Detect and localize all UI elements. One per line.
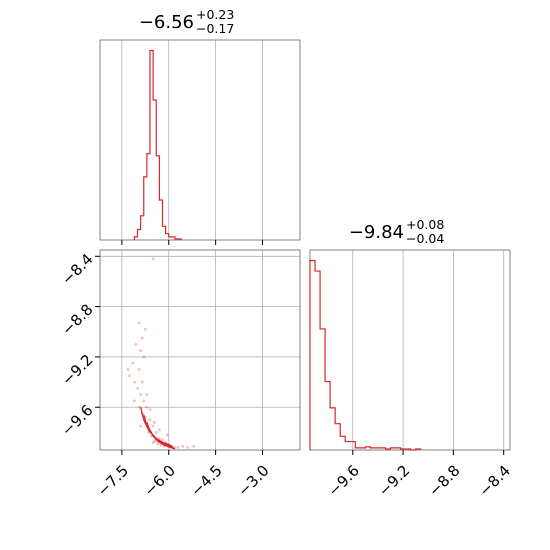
joint-contour-2 <box>146 422 174 449</box>
joint-point-40 <box>145 393 149 397</box>
marginal-1-frame <box>99 39 301 241</box>
joint-point-36 <box>176 446 180 449</box>
joint-point-41 <box>148 408 152 412</box>
marginal-2-title-upper: +0.08 <box>406 217 444 232</box>
marginal-2-title: −9.84 +0.08−0.04 <box>349 217 445 246</box>
joint-point-39 <box>192 444 196 448</box>
marginal-2-xtick-label-1: −9.2 <box>375 462 413 500</box>
joint-point-24 <box>154 430 158 434</box>
joint-xtick-label-2: −4.5 <box>187 462 225 500</box>
joint-point-7 <box>139 349 143 353</box>
joint-ytick-label-1: −8.8 <box>58 300 96 338</box>
joint-point-38 <box>186 446 189 449</box>
joint-point-20 <box>148 418 152 422</box>
joint-point-5 <box>126 368 130 371</box>
joint-point-22 <box>151 424 155 428</box>
joint-contour-3 <box>149 429 176 450</box>
joint-ytick-label-3: −9.6 <box>58 401 96 439</box>
joint-point-9 <box>132 380 136 384</box>
joint-xtick-label-0: −7.5 <box>94 462 132 500</box>
joint-point-45 <box>157 428 161 432</box>
joint-point-2 <box>140 336 144 340</box>
joint-point-47 <box>165 433 169 437</box>
joint-point-18 <box>145 405 149 409</box>
joint-point-10 <box>142 355 146 359</box>
joint-point-11 <box>136 386 139 390</box>
joint-point-37 <box>181 444 185 448</box>
joint-point-27 <box>153 439 157 443</box>
joint-xtick-label-1: −6.0 <box>141 462 179 500</box>
joint-point-14 <box>132 399 136 403</box>
marginal-1-title-lower: −0.17 <box>196 21 234 36</box>
joint-point-31 <box>159 443 163 447</box>
marginal-1-title-value: −6.56 <box>139 12 194 33</box>
marginal-1-title-upper: +0.23 <box>196 7 234 22</box>
joint-point-17 <box>137 405 141 409</box>
joint-frame <box>99 249 301 451</box>
joint-point-4 <box>143 327 147 331</box>
marginal-2-xtick-label-3: −8.4 <box>475 462 513 500</box>
joint-point-3 <box>131 361 135 365</box>
joint-point-16 <box>142 399 146 403</box>
joint-point-46 <box>151 441 155 444</box>
marginal-1-title: −6.56 +0.23−0.17 <box>139 7 234 36</box>
joint-point-6 <box>128 374 132 378</box>
joint-point-8 <box>137 368 141 371</box>
joint-point-15 <box>139 393 143 397</box>
joint-point-29 <box>156 442 160 446</box>
joint-point-43 <box>153 420 157 424</box>
marginal-2-xtick-label-0: −9.6 <box>325 462 363 500</box>
joint-xtick-label-3: −3.0 <box>234 462 272 500</box>
marginal-2-xtick-label-2: −8.8 <box>425 462 463 500</box>
joint-point-44 <box>139 424 143 428</box>
joint-ytick-label-0: −8.4 <box>58 250 96 288</box>
joint-point-0 <box>137 321 141 325</box>
joint-ytick-label-2: −9.2 <box>58 351 96 389</box>
marginal-2-histogram <box>309 259 422 451</box>
joint-point-1 <box>134 342 138 346</box>
marginal-1-histogram <box>133 49 182 240</box>
marginal-2-frame <box>309 249 511 451</box>
marginal-2-title-value: −9.84 <box>349 222 404 243</box>
joint-point-12 <box>140 380 144 384</box>
joint-point-28 <box>161 438 164 442</box>
joint-point-13 <box>151 257 155 261</box>
marginal-2-title-lower: −0.04 <box>406 231 444 246</box>
